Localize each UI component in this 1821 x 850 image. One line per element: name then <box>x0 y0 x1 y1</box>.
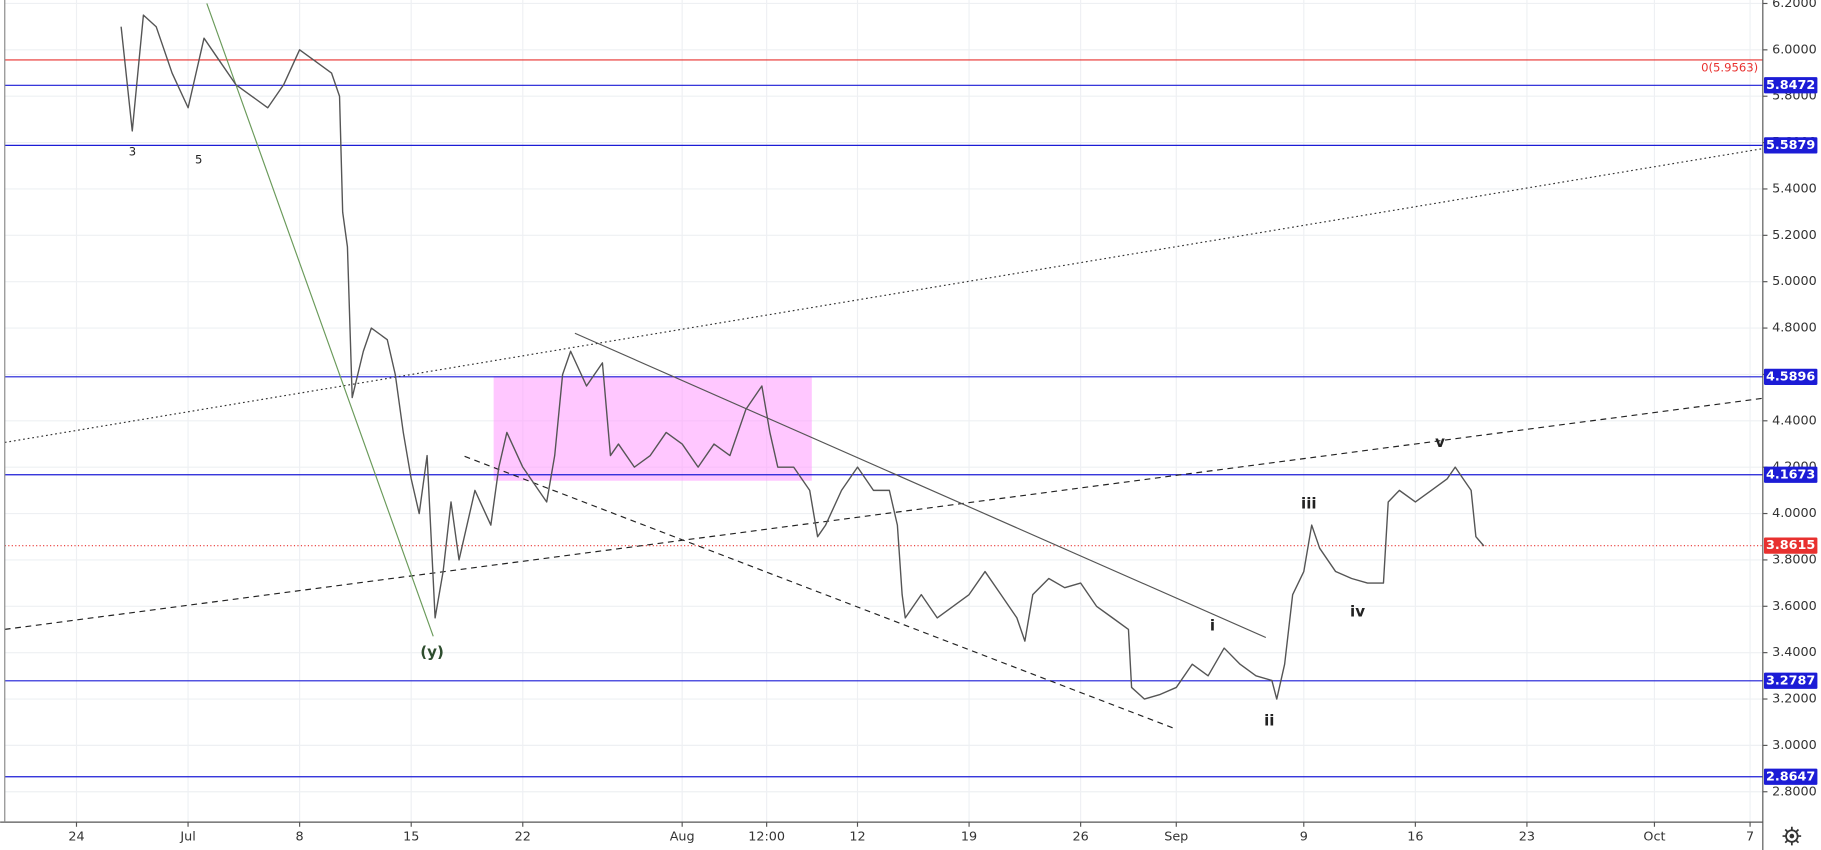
x-tick-label: Sep <box>1164 830 1188 845</box>
level-label-box <box>1763 768 1818 785</box>
highlight-zone <box>493 376 812 481</box>
wave-label: ii <box>1264 712 1274 730</box>
x-tick-label: 8 <box>296 830 304 845</box>
price-line <box>120 14 1485 700</box>
y-tick-label: 3.4000 <box>1772 645 1817 660</box>
wave-label: (y) <box>420 643 444 661</box>
x-tick-label: 16 <box>1407 830 1423 845</box>
y-tick-label: 3.0000 <box>1772 738 1817 753</box>
level-label: 4.5896 <box>1766 369 1815 384</box>
last-price-box <box>1763 537 1818 554</box>
x-tick-label: 19 <box>961 830 977 845</box>
x-tick-label: 12 <box>849 830 865 845</box>
level-label-box <box>1763 77 1818 94</box>
x-tick-label: 15 <box>403 830 419 845</box>
x-tick-label: 26 <box>1073 830 1089 845</box>
x-tick-label: Aug <box>670 830 695 845</box>
y-tick-label: 4.4000 <box>1772 413 1817 428</box>
price-series <box>120 14 1485 700</box>
level-label: 3.2787 <box>1766 673 1815 688</box>
level-label: 5.8472 <box>1766 78 1815 93</box>
resistance-line <box>574 332 1267 639</box>
y-tick-label: 4.8000 <box>1772 321 1817 336</box>
channel-line <box>464 455 1177 730</box>
wave-label: iii <box>1301 494 1317 512</box>
wave-line <box>206 3 434 637</box>
y-tick-label: 5.4000 <box>1772 181 1817 196</box>
level-label-box <box>1763 466 1818 483</box>
settings-icon[interactable] <box>1782 826 1802 846</box>
x-tick-label: 24 <box>68 830 84 845</box>
level-label-box <box>1763 672 1818 689</box>
x-tick-label: Oct <box>1643 830 1665 845</box>
axes: 2.8000 3.0000 3.2000 3.4000 3.6000 3.8000 4.00… <box>68 0 1818 845</box>
wave-label: v <box>1435 433 1445 451</box>
wave-label: 3 <box>129 145 136 159</box>
x-tick-label: 22 <box>515 830 531 845</box>
y-tick-label: 5.0000 <box>1772 274 1817 289</box>
x-tick-label: 12:00 <box>748 830 785 845</box>
level-label-box <box>1763 137 1818 154</box>
fib-label: 0(5.9563) <box>1701 61 1758 75</box>
x-tick-label: 9 <box>1300 830 1308 845</box>
y-tick-label: 4.0000 <box>1772 506 1817 521</box>
x-tick-label: Jul <box>179 830 195 845</box>
wave-label: iv <box>1350 602 1365 620</box>
wave-label: 5 <box>195 153 202 167</box>
wave-label: i <box>1210 616 1215 634</box>
last-price-label: 3.8615 <box>1766 538 1815 553</box>
x-tick-label: 7 <box>1746 830 1754 845</box>
y-tick-label: 6.2000 <box>1772 0 1817 11</box>
dashed-trendline <box>4 397 1763 630</box>
level-label-box <box>1763 368 1818 385</box>
levels: 0(5.9563) <box>4 59 1763 778</box>
y-tick-label: 2.8000 <box>1772 784 1817 799</box>
y-tick-label: 6.0000 <box>1772 42 1817 57</box>
y-tick-label: 3.6000 <box>1772 599 1817 614</box>
y-tick-label: 3.2000 <box>1772 692 1817 707</box>
x-tick-label: 23 <box>1519 830 1535 845</box>
y-tick-label: 5.2000 <box>1772 228 1817 243</box>
level-label: 4.1673 <box>1766 467 1815 482</box>
level-label: 2.8647 <box>1766 769 1815 784</box>
y-tick-label: 3.8000 <box>1772 552 1817 567</box>
level-label: 5.5879 <box>1766 138 1815 153</box>
